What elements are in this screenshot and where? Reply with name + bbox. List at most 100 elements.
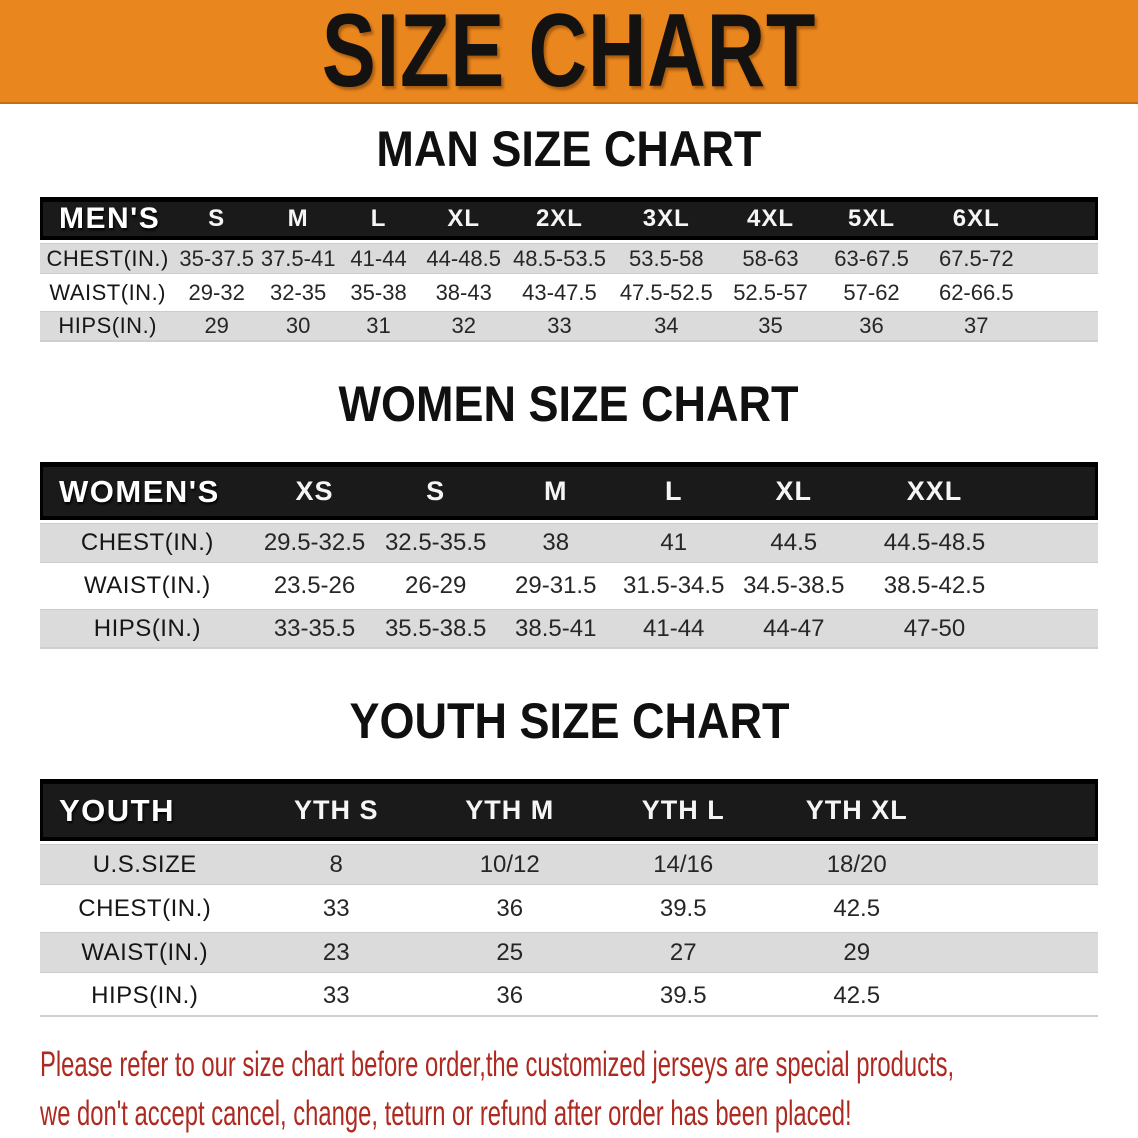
table-row: HIPS(IN.) 29 30 31 32 33 34 35 36 37 <box>40 311 1098 342</box>
column-header: 4XL <box>722 197 819 240</box>
table-row: CHEST(IN.) 35-37.5 37.5-41 41-44 44-48.5 48.5… <box>40 243 1098 274</box>
column-header: L <box>338 197 419 240</box>
cell-value: 33 <box>249 888 423 929</box>
cell-value: 44.5 <box>732 523 855 563</box>
cell-value: 32.5-35.5 <box>374 523 498 563</box>
cell-value: 38 <box>497 523 615 563</box>
column-header: 6XL <box>924 197 1029 240</box>
header-row: MEN'S S M L XL 2XL 3XL 4XL 5XL 6XL <box>40 197 1098 240</box>
cell-filler <box>943 844 1098 885</box>
cell-filler <box>1028 243 1098 274</box>
men-section-heading-text: MAN SIZE CHART <box>376 121 762 177</box>
column-header: YTH XL <box>769 779 944 841</box>
cell-value: 26-29 <box>374 566 498 606</box>
table-corner-label: WOMEN'S <box>40 462 255 520</box>
column-header: XL <box>418 197 509 240</box>
cell-value: 8 <box>249 844 423 885</box>
cell-value: 39.5 <box>596 888 770 929</box>
column-header: S <box>175 197 258 240</box>
row-label: CHEST(IN.) <box>40 523 255 563</box>
table-row: WAIST(IN.) 23 25 27 29 <box>40 932 1098 973</box>
youth-section-heading-text: YOUTH SIZE CHART <box>348 693 790 749</box>
cell-value: 35-38 <box>338 277 419 308</box>
women-section-heading: WOMEN SIZE CHART <box>0 376 1138 437</box>
cell-value: 53.5-58 <box>610 243 723 274</box>
cell-value: 14/16 <box>596 844 770 885</box>
cell-value: 62-66.5 <box>924 277 1029 308</box>
table-row: HIPS(IN.) 33-35.5 35.5-38.5 38.5-41 41-44 44-… <box>40 609 1098 649</box>
table-row: WAIST(IN.) 23.5-26 26-29 29-31.5 31.5-34.5 34… <box>40 566 1098 606</box>
cell-filler <box>1028 277 1098 308</box>
cell-value: 44-47 <box>732 609 855 649</box>
cell-filler <box>1014 566 1098 606</box>
women-size-table: WOMEN'S XS S M L XL XXL CHEST(IN.) 29.5-32.5 32.5… <box>40 459 1098 652</box>
column-header: S <box>374 462 498 520</box>
cell-value: 37.5-41 <box>257 243 339 274</box>
cell-value: 23 <box>249 932 423 973</box>
row-label: CHEST(IN.) <box>40 243 176 274</box>
column-header: M <box>257 197 339 240</box>
cell-filler <box>1014 523 1098 563</box>
cell-value: 38.5-42.5 <box>854 566 1015 606</box>
column-header: XXL <box>854 462 1015 520</box>
cell-filler <box>1028 311 1098 342</box>
youth-section-heading: YOUTH SIZE CHART <box>0 693 1138 754</box>
cell-value: 29 <box>175 311 258 342</box>
cell-value: 38.5-41 <box>497 609 615 649</box>
cell-value: 33 <box>249 976 423 1017</box>
cell-value: 23.5-26 <box>254 566 375 606</box>
cell-value: 57-62 <box>818 277 925 308</box>
cell-value: 10/12 <box>422 844 597 885</box>
cell-value: 30 <box>257 311 339 342</box>
cell-value: 67.5-72 <box>924 243 1029 274</box>
row-label: CHEST(IN.) <box>40 888 250 929</box>
cell-value: 38-43 <box>418 277 509 308</box>
column-header: 5XL <box>818 197 925 240</box>
cell-value: 47.5-52.5 <box>610 277 723 308</box>
column-header: 2XL <box>508 197 611 240</box>
banner: SIZE CHART <box>0 0 1138 104</box>
cell-filler <box>1014 609 1098 649</box>
cell-value: 63-67.5 <box>818 243 925 274</box>
cell-value: 35.5-38.5 <box>374 609 498 649</box>
table-corner-label: MEN'S <box>40 197 176 240</box>
cell-value: 29 <box>769 932 944 973</box>
column-header: YTH S <box>249 779 423 841</box>
cell-value: 42.5 <box>769 888 944 929</box>
row-label: WAIST(IN.) <box>40 277 176 308</box>
cell-value: 33-35.5 <box>254 609 375 649</box>
column-header: YTH L <box>596 779 770 841</box>
table-row: U.S.SIZE 8 10/12 14/16 18/20 <box>40 844 1098 885</box>
footer-line-1: Please refer to our size chart before or… <box>40 1045 955 1084</box>
footer-note: Please refer to our size chart before or… <box>40 1040 1138 1138</box>
cell-value: 58-63 <box>722 243 819 274</box>
men-section-heading: MAN SIZE CHART <box>0 121 1138 182</box>
cell-value: 43-47.5 <box>508 277 611 308</box>
cell-value: 35 <box>722 311 819 342</box>
cell-value: 18/20 <box>769 844 944 885</box>
cell-value: 41-44 <box>614 609 733 649</box>
cell-value: 34 <box>610 311 723 342</box>
cell-value: 48.5-53.5 <box>508 243 611 274</box>
cell-filler <box>943 932 1098 973</box>
table-corner-label: YOUTH <box>40 779 250 841</box>
cell-value: 29-31.5 <box>497 566 615 606</box>
women-section-heading-text: WOMEN SIZE CHART <box>339 376 799 432</box>
header-filler <box>1014 462 1098 520</box>
cell-value: 47-50 <box>854 609 1015 649</box>
cell-value: 27 <box>596 932 770 973</box>
women-section: WOMEN SIZE CHART WOMEN'S XS S M L XL XXL CHEST(… <box>0 376 1138 652</box>
row-label: WAIST(IN.) <box>40 566 255 606</box>
table-row: CHEST(IN.) 29.5-32.5 32.5-35.5 38 41 44.5 44.5… <box>40 523 1098 563</box>
header-row: YOUTH YTH S YTH M YTH L YTH XL <box>40 779 1098 841</box>
header-filler <box>943 779 1098 841</box>
header-filler <box>1028 197 1098 240</box>
cell-value: 41-44 <box>338 243 419 274</box>
cell-value: 29.5-32.5 <box>254 523 375 563</box>
cell-value: 52.5-57 <box>722 277 819 308</box>
cell-value: 31.5-34.5 <box>614 566 733 606</box>
cell-value: 44-48.5 <box>418 243 509 274</box>
table-row: CHEST(IN.) 33 36 39.5 42.5 <box>40 888 1098 929</box>
cell-filler <box>943 888 1098 929</box>
